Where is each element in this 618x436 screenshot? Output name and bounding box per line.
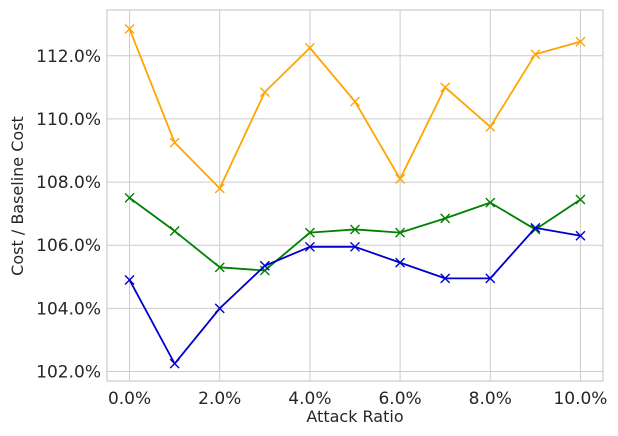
data-point-marker (350, 224, 360, 235)
data-point-marker (259, 260, 270, 271)
data-point-marker (485, 121, 496, 132)
data-point-marker (530, 222, 541, 233)
data-point-marker (124, 192, 135, 203)
data-point-marker (214, 303, 225, 314)
y-tick-label: 110.0% (36, 110, 101, 130)
data-point-marker (304, 42, 315, 53)
series-line (128, 28, 581, 190)
data-point-marker (304, 227, 315, 238)
data-point-marker (575, 230, 586, 241)
y-axis-label: Cost / Baseline Cost (8, 116, 27, 276)
x-tick-label: 6.0% (378, 389, 421, 409)
data-point-marker (440, 213, 451, 224)
data-point-marker (124, 274, 135, 285)
data-point-marker (485, 273, 496, 284)
series-line (129, 197, 581, 272)
x-tick-label: 10.0% (553, 389, 607, 409)
data-point-marker (124, 23, 135, 34)
data-point-marker (395, 227, 406, 238)
series-1 (124, 23, 586, 194)
data-point-marker (214, 262, 225, 273)
data-point-marker (214, 183, 225, 194)
x-tick-label: 0.0% (108, 389, 151, 409)
y-tick-label: 112.0% (36, 47, 101, 67)
plot-frame (106, 9, 604, 382)
x-tick-label: 8.0% (469, 389, 512, 409)
series-3 (124, 222, 586, 369)
data-point-marker (440, 82, 451, 93)
data-point-marker (169, 358, 180, 369)
x-tick-label: 4.0% (288, 389, 331, 409)
y-tick-label: 106.0% (36, 236, 101, 256)
x-axis-ticks: 0.0% 2.0% 4.0% 6.0% 8.0% 10.0% (108, 389, 608, 409)
data-point-marker (530, 49, 541, 60)
grid-lines (107, 10, 603, 381)
series-layer (124, 23, 586, 369)
data-point-marker (485, 197, 496, 208)
data-point-marker (395, 257, 406, 268)
y-tick-label: 104.0% (36, 299, 101, 319)
y-tick-label: 108.0% (36, 173, 101, 193)
y-tick-label: 102.0% (36, 363, 101, 383)
data-point-marker (350, 96, 360, 107)
data-point-marker (304, 241, 315, 252)
y-axis-ticks: 102.0% 104.0% 106.0% 108.0% 110.0% 112.0% (36, 47, 101, 383)
data-point-marker (259, 87, 270, 98)
data-point-marker (575, 36, 586, 47)
data-point-marker (575, 194, 586, 205)
data-point-marker (169, 137, 180, 148)
x-axis-label: Attack Ratio (306, 407, 403, 426)
data-point-marker (440, 273, 451, 284)
x-tick-label: 2.0% (198, 389, 241, 409)
data-point-marker (169, 226, 180, 237)
data-point-marker (395, 173, 406, 184)
data-point-marker (350, 241, 360, 252)
series-2 (124, 192, 586, 276)
